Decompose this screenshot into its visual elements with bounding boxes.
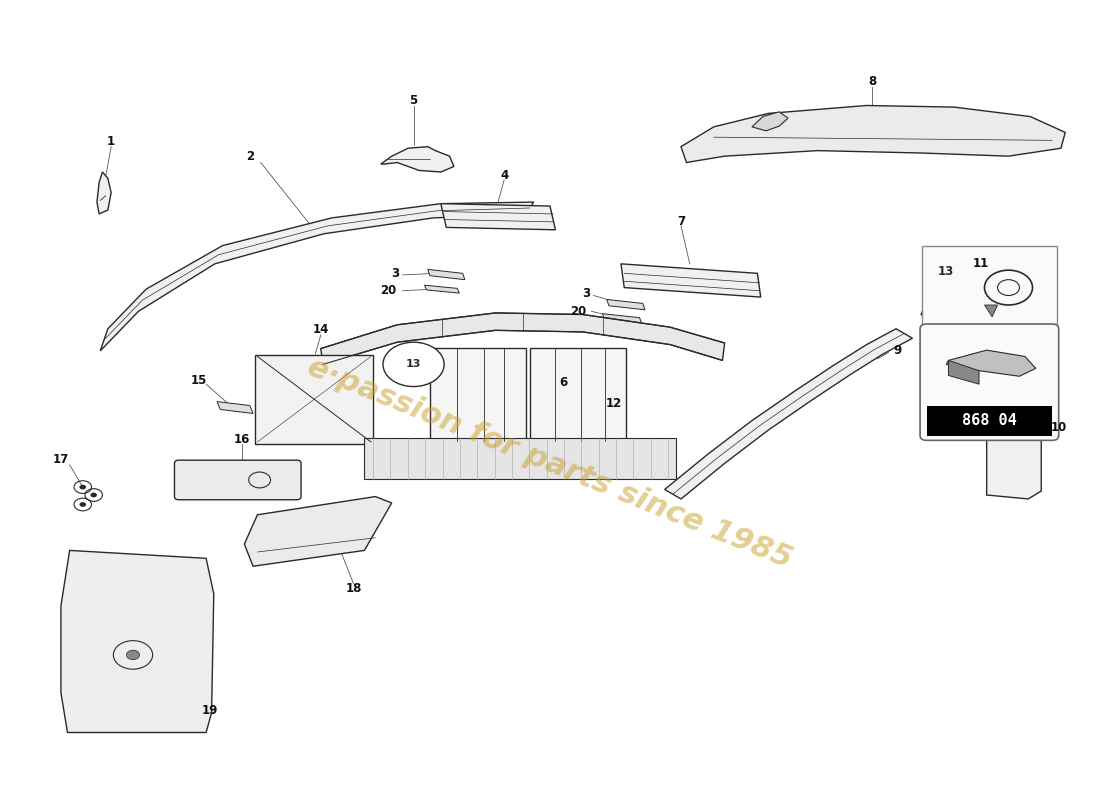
Polygon shape bbox=[948, 361, 979, 384]
Circle shape bbox=[90, 493, 97, 498]
Polygon shape bbox=[217, 402, 253, 414]
Polygon shape bbox=[100, 202, 534, 351]
Text: 5: 5 bbox=[409, 94, 418, 107]
Text: 2: 2 bbox=[245, 150, 254, 163]
Text: 20: 20 bbox=[570, 305, 586, 318]
Text: 14: 14 bbox=[312, 323, 329, 336]
Polygon shape bbox=[441, 204, 556, 230]
Polygon shape bbox=[752, 112, 788, 131]
Polygon shape bbox=[244, 497, 392, 566]
Polygon shape bbox=[984, 305, 998, 317]
Polygon shape bbox=[425, 286, 460, 293]
Text: 7: 7 bbox=[676, 214, 685, 227]
FancyBboxPatch shape bbox=[530, 348, 626, 441]
Circle shape bbox=[383, 342, 444, 386]
Polygon shape bbox=[60, 550, 213, 733]
Text: 10: 10 bbox=[1050, 422, 1067, 434]
Text: 16: 16 bbox=[234, 433, 251, 446]
Text: 18: 18 bbox=[345, 582, 362, 595]
Text: 20: 20 bbox=[381, 284, 397, 298]
Polygon shape bbox=[921, 295, 976, 322]
Polygon shape bbox=[97, 172, 111, 214]
FancyBboxPatch shape bbox=[920, 324, 1058, 440]
Polygon shape bbox=[603, 314, 641, 323]
Text: 13: 13 bbox=[406, 359, 421, 370]
FancyBboxPatch shape bbox=[926, 406, 1053, 436]
Polygon shape bbox=[946, 350, 1036, 376]
Text: 4: 4 bbox=[500, 169, 508, 182]
Polygon shape bbox=[321, 313, 725, 364]
Text: 1: 1 bbox=[107, 135, 116, 149]
Circle shape bbox=[79, 485, 86, 490]
Polygon shape bbox=[621, 264, 761, 297]
FancyBboxPatch shape bbox=[255, 355, 373, 443]
Text: e·passion for parts since 1985: e·passion for parts since 1985 bbox=[304, 353, 796, 574]
Text: 15: 15 bbox=[190, 374, 207, 386]
Polygon shape bbox=[664, 329, 912, 499]
Text: 12: 12 bbox=[605, 397, 621, 410]
FancyBboxPatch shape bbox=[364, 438, 675, 479]
Text: 13: 13 bbox=[937, 266, 954, 278]
Polygon shape bbox=[681, 106, 1065, 162]
Polygon shape bbox=[381, 146, 454, 172]
Polygon shape bbox=[607, 299, 645, 310]
FancyBboxPatch shape bbox=[430, 348, 526, 441]
FancyBboxPatch shape bbox=[175, 460, 301, 500]
FancyBboxPatch shape bbox=[922, 246, 1056, 328]
Polygon shape bbox=[987, 398, 1042, 499]
Circle shape bbox=[126, 650, 140, 660]
Text: 9: 9 bbox=[893, 345, 901, 358]
Text: 11: 11 bbox=[974, 258, 989, 270]
Text: 3: 3 bbox=[582, 286, 590, 300]
Circle shape bbox=[79, 502, 86, 507]
Text: 3: 3 bbox=[390, 267, 399, 280]
Text: 868 04: 868 04 bbox=[962, 413, 1016, 428]
Text: 19: 19 bbox=[201, 704, 218, 717]
Text: 8: 8 bbox=[868, 75, 877, 88]
Polygon shape bbox=[428, 270, 465, 280]
Text: 17: 17 bbox=[53, 453, 69, 466]
Text: 6: 6 bbox=[559, 376, 568, 389]
